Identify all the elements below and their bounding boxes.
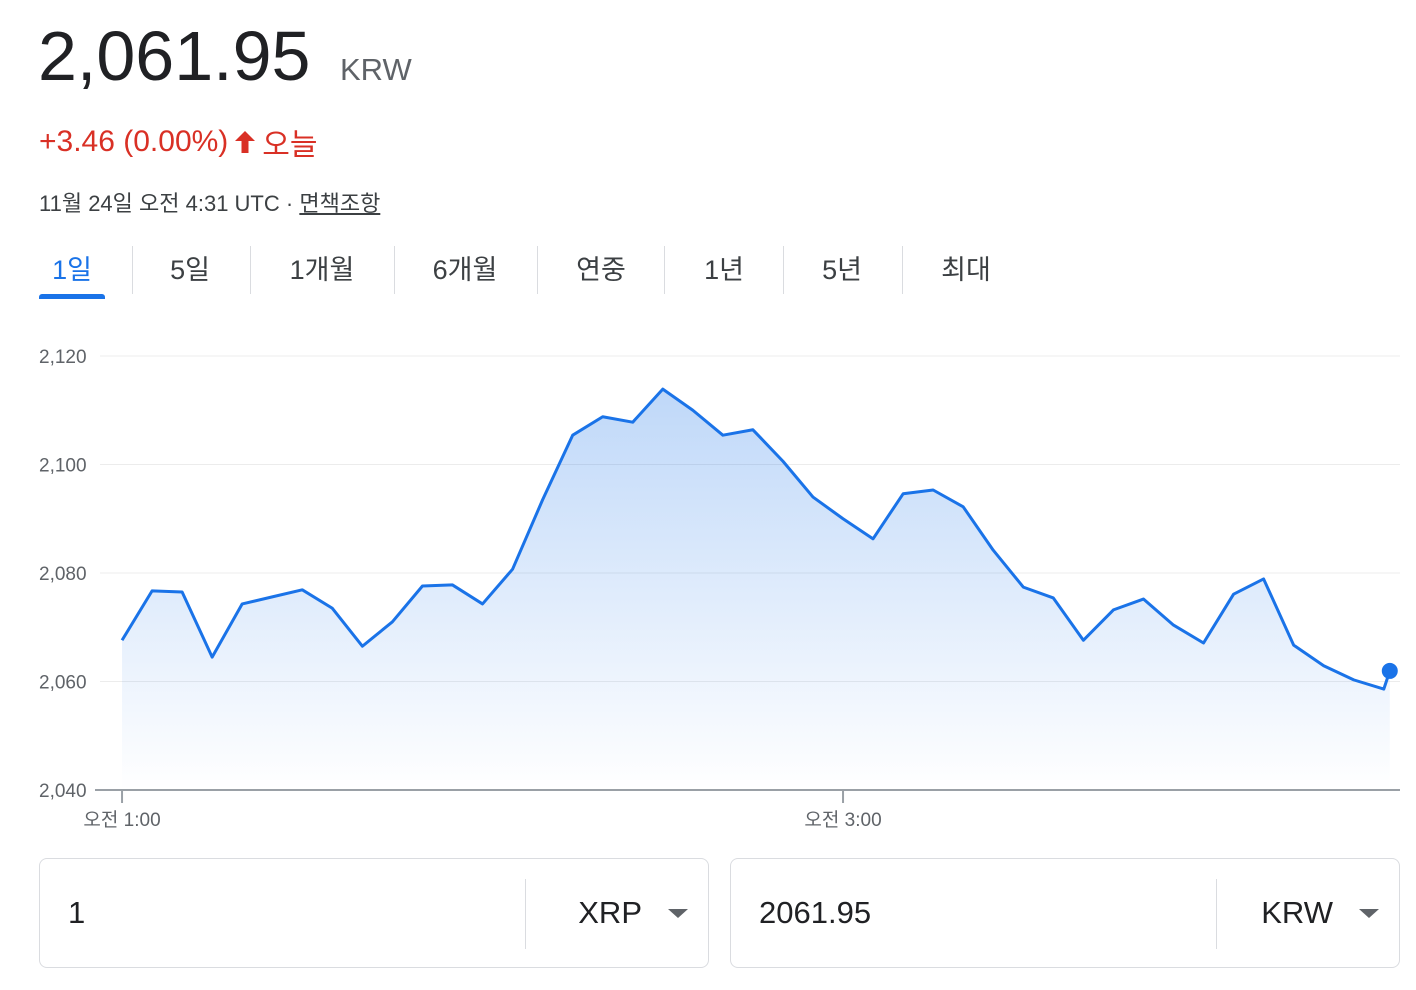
current-point [1381, 662, 1398, 679]
line [120, 387, 1392, 691]
area [122, 389, 1390, 790]
up-arrow-icon [235, 131, 256, 153]
divider [525, 879, 526, 949]
dropdown-caret[interactable] [668, 909, 688, 918]
divider [1216, 879, 1217, 949]
range-tab[interactable]: 최대 [941, 255, 991, 285]
tab-separator [394, 246, 395, 294]
period: 오늘 [262, 129, 318, 162]
x-tick-label: 오전 3:00 [804, 809, 881, 831]
price: 2,061.95 [38, 17, 311, 95]
tab-separator [902, 246, 903, 294]
x-tick-label: 오전 1:00 [83, 809, 160, 831]
range-tab[interactable]: 1일 [52, 255, 92, 285]
tab-separator [537, 246, 538, 294]
y-tick-label: 2,120 [39, 347, 87, 368]
range-tab[interactable]: 6개월 [432, 255, 498, 285]
tab-separator [132, 246, 133, 294]
chart: 2,040 2,060 2,080 2,100 2,120 오전 1:00 오전 3:00 [39, 347, 1400, 831]
range-tab[interactable]: 1개월 [289, 255, 355, 285]
from-box[interactable]: 1 XRP [39, 858, 709, 968]
separator: · [285, 191, 294, 216]
tab-separator [250, 246, 251, 294]
range-tab[interactable]: 1년 [704, 255, 744, 285]
range-tab[interactable]: 연중 [576, 255, 626, 285]
disclaimer-link[interactable]: 면책조항 [299, 191, 381, 216]
range-tab[interactable]: 5년 [822, 255, 862, 285]
dropdown-caret[interactable] [1359, 909, 1379, 918]
currency: KRW [340, 52, 412, 87]
change-row: +3.46 (0.00%) 오늘 [39, 120, 318, 164]
to-amount[interactable]: 2061.95 [759, 895, 872, 930]
from-unit[interactable]: XRP [578, 895, 642, 930]
change: +3.46 (0.00%) [39, 125, 229, 158]
timestamp: 11월 24일 오전 4:31 UTC [39, 191, 280, 216]
active-tab-indicator [39, 294, 105, 299]
y-tick-label: 2,060 [39, 673, 87, 694]
y-tick-label: 2,100 [39, 456, 87, 477]
y-tick-label: 2,040 [39, 781, 87, 802]
to-unit[interactable]: KRW [1261, 895, 1333, 930]
tab-separator [783, 246, 784, 294]
from-amount[interactable]: 1 [68, 895, 86, 930]
to-box[interactable]: 2061.95 KRW [730, 858, 1400, 968]
meta-row: 11월 24일 오전 4:31 UTC · 면책조항 [39, 186, 380, 218]
range-tab[interactable]: 5일 [170, 255, 210, 285]
tab-separator [664, 246, 665, 294]
y-tick-label: 2,080 [39, 564, 87, 585]
range-tabs: 1일 5일 1개월 6개월 연중 1년 5년 최대 [0, 240, 1100, 302]
